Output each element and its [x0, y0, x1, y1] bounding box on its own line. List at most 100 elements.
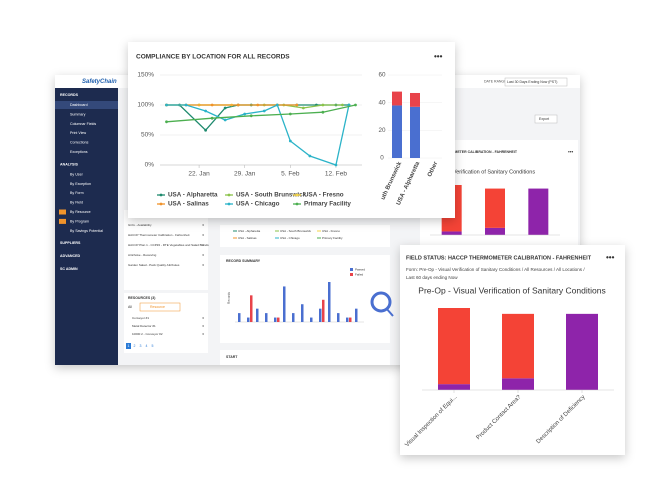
bar-y-tick-label: 20 [378, 127, 386, 134]
sidebar-item[interactable]: By Program [70, 219, 89, 223]
sidebar-section[interactable]: SC ADMIN [60, 267, 78, 271]
line-point [236, 103, 240, 107]
record-summary-title: RECORD SUMMARY [226, 259, 261, 263]
partial-menu[interactable]: ••• [568, 149, 574, 155]
sidebar-item[interactable]: By Exception [70, 182, 91, 186]
sidebar-section[interactable]: SUPPLIERS [60, 241, 81, 245]
donut-pointer [385, 307, 394, 317]
sidebar-item[interactable]: Exceptions [70, 150, 88, 154]
sidebar-item[interactable]: By Resource [70, 210, 91, 214]
line-point [210, 116, 214, 120]
y-tick-label: 0% [145, 162, 155, 169]
bg-legend-label: USA - Salinas [238, 236, 257, 240]
rs-bar-failed [349, 317, 352, 322]
line-point [334, 163, 338, 167]
sidebar-item[interactable]: Dashboard [70, 103, 88, 107]
sidebar-section[interactable]: ANALYSIS [60, 162, 78, 166]
page-number[interactable]: 3 [140, 344, 142, 348]
legend-dot [295, 202, 299, 206]
form-count: 6 [202, 243, 204, 247]
form-name: Artichoke - Receiving [128, 253, 157, 257]
rs-legend-swatch [350, 273, 353, 276]
sidebar-section[interactable]: RECORDS [60, 93, 79, 97]
line-point [341, 103, 344, 107]
compliance-menu[interactable]: ••• [434, 52, 443, 61]
sidebar-item[interactable]: Summary [70, 112, 86, 116]
sidebar-item[interactable]: By Savings Potential [70, 229, 103, 233]
rs-legend-label: Failed [355, 272, 364, 276]
sidebar-section[interactable]: ADVANCED [60, 254, 81, 258]
rs-bar-passed [337, 313, 340, 322]
x-tick-label: 12. Feb [325, 171, 347, 178]
forms-panel [124, 210, 208, 290]
rs-bar-passed [256, 308, 259, 322]
y-tick-label: 50% [141, 132, 154, 139]
rs-legend-swatch [350, 268, 353, 271]
sidebar-item[interactable]: By Field [70, 201, 83, 205]
bg-legend-label: USA - Chicago [280, 236, 300, 240]
form-name: HACCP Plan 1 - CCP#2 - RTE Vegetables an… [128, 243, 209, 247]
date-range-box[interactable] [504, 77, 568, 87]
form-name: HACCP Thermometer Calibration - Fahrenhe… [128, 233, 190, 237]
line-point [223, 118, 227, 122]
page-number[interactable]: 2 [134, 344, 136, 348]
field-bar [502, 378, 534, 390]
rs-bar-passed [265, 313, 268, 322]
rs-bar-passed [355, 308, 358, 322]
rs-bar-passed [274, 317, 277, 322]
sidebar-item[interactable]: By Form [70, 191, 84, 195]
line-point [165, 120, 168, 124]
line-point [295, 103, 299, 107]
field-bar [438, 308, 470, 385]
page-active [126, 343, 131, 349]
field-status-period: Last 60 days ending Now [406, 275, 458, 280]
sidebar-item[interactable]: Print View [70, 131, 87, 135]
legend-dot [227, 193, 231, 197]
field-bar [528, 188, 549, 235]
legend-dot [159, 202, 163, 206]
sidebar-item[interactable]: Corrections [70, 141, 89, 145]
page-number[interactable]: 4 [146, 344, 148, 348]
legend-label: USA - Salinas [168, 201, 209, 208]
field-status-title: FIELD STATUS: HACCP THERMOMETER CALIBRAT… [406, 255, 592, 261]
line-point [249, 114, 253, 118]
line-point [288, 112, 292, 116]
line-point [262, 109, 266, 113]
rs-bar-passed [328, 282, 331, 322]
line-point [184, 103, 188, 107]
sidebar-active [55, 101, 118, 109]
form-name: Garden Salad - Pack Quality Attributes [128, 263, 180, 267]
field-bar [502, 313, 534, 379]
form-count: 6 [202, 263, 204, 267]
export-button[interactable] [534, 114, 558, 124]
start-label: START [226, 355, 238, 359]
legend-dot [159, 193, 163, 197]
resource-count: 6 [202, 332, 204, 336]
line-series [166, 104, 356, 123]
resource-name: Metal Detector #1 [132, 324, 156, 328]
rs-bar-failed [277, 317, 280, 322]
line-point [210, 103, 214, 107]
page-number[interactable]: 5 [152, 344, 154, 348]
resource-search-box[interactable] [139, 302, 181, 312]
bar-y-tick-label: 60 [378, 72, 386, 79]
x-tick-label: 29. Jan [234, 171, 256, 178]
stacked-bar [392, 105, 402, 158]
field-status-menu[interactable]: ••• [606, 253, 615, 262]
sidebar-item[interactable]: Columnar Fields [70, 122, 96, 126]
line-point [204, 128, 208, 132]
resource-name: 10000 2 - Conveyor #2 [132, 332, 163, 336]
form-count: 6 [202, 253, 204, 257]
sidebar [55, 88, 118, 365]
page-number[interactable]: 1 [128, 344, 130, 348]
line-point [321, 103, 325, 107]
rs-bar-failed [322, 299, 325, 322]
rs-bar-passed [247, 317, 250, 322]
x-tick-label: 22. Jan [188, 171, 210, 178]
form-name: GCG - Availability [128, 223, 152, 227]
resources-filter: All [128, 305, 132, 309]
bar-y-tick-label: 0 [380, 155, 384, 162]
line-point [223, 106, 227, 110]
sidebar-item[interactable]: By User [70, 172, 84, 176]
resources-title: RESOURCES (3) [128, 296, 155, 300]
